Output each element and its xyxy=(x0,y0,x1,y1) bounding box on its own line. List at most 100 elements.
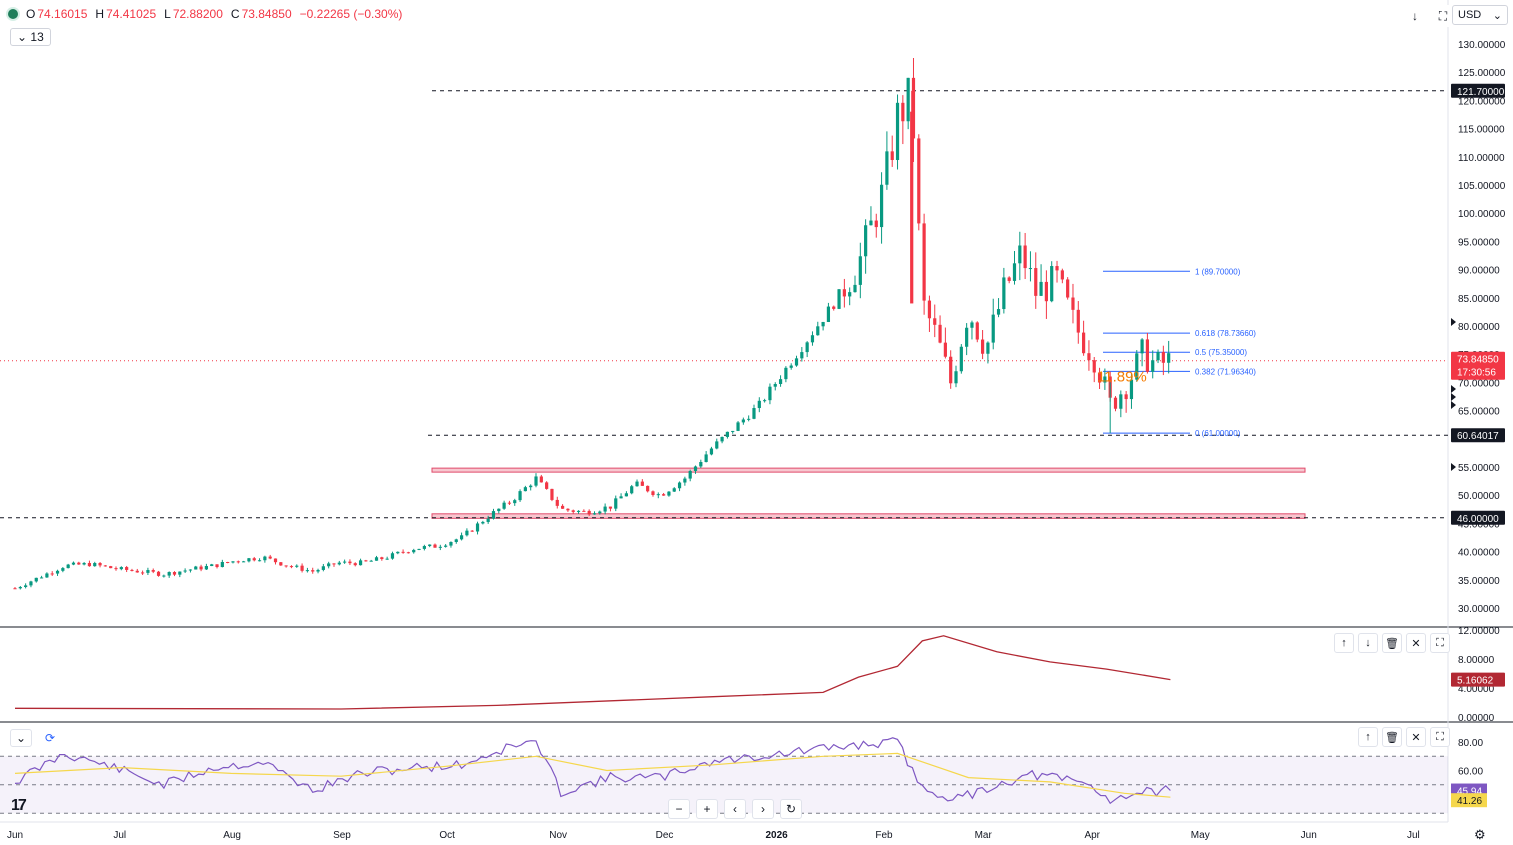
low-label: L xyxy=(164,7,171,21)
candle-body xyxy=(1119,394,1123,409)
maximize-pane-icon[interactable]: ⛶ xyxy=(1430,727,1450,747)
candle-body xyxy=(1034,268,1038,296)
candle-body xyxy=(656,494,660,496)
candle-body xyxy=(1167,353,1171,363)
candle-body xyxy=(890,151,894,161)
axis-marker-icon xyxy=(1451,463,1456,471)
atr-tick-label: 4.00000 xyxy=(1458,684,1495,695)
candle-body xyxy=(885,151,889,185)
candle-body xyxy=(683,478,687,483)
sync-icon[interactable]: ⟳ xyxy=(40,730,60,746)
candle-body xyxy=(651,491,655,496)
atr-pane-controls: ↑ ↓ 🗑 ✕ ⛶ xyxy=(1334,633,1450,653)
countdown-label: 17:30:56 xyxy=(1457,368,1496,379)
trash-icon[interactable]: 🗑 xyxy=(1382,727,1402,747)
candle-body xyxy=(1145,339,1150,372)
move-up-icon[interactable]: ↑ xyxy=(1334,633,1354,653)
candle-body xyxy=(858,256,862,285)
axis-marker-icon xyxy=(1451,385,1456,393)
download-icon[interactable]: ↓ xyxy=(1404,5,1426,27)
candle-body xyxy=(757,400,761,409)
indicator-collapse-button[interactable]: ⌄ 13 xyxy=(10,28,51,46)
candle-body xyxy=(582,510,586,512)
candle-body xyxy=(901,102,905,122)
candle-body xyxy=(311,570,315,572)
candle-body xyxy=(103,565,107,567)
atr-tick-label: 12.00000 xyxy=(1458,626,1500,637)
support-zone xyxy=(431,513,1306,519)
candle-body xyxy=(343,561,347,563)
price-tick-label: 50.00000 xyxy=(1458,491,1500,502)
last-price-label: 73.84850 xyxy=(1457,355,1499,366)
collapse-icon[interactable]: ✕ xyxy=(1406,727,1426,747)
rsi-ma-label-box xyxy=(1451,793,1487,808)
candle-body xyxy=(1082,332,1086,354)
settings-gear-icon[interactable]: ⚙ xyxy=(1474,827,1486,842)
candle-body xyxy=(13,588,17,590)
candle-body xyxy=(252,558,256,561)
candle-body xyxy=(449,542,453,546)
candle-body xyxy=(438,546,442,548)
candle-body xyxy=(784,367,788,380)
time-tick-label: Jul xyxy=(1407,830,1420,841)
candle-body xyxy=(215,564,219,568)
candle-body xyxy=(390,553,395,559)
candle-body xyxy=(385,558,389,560)
candle-body xyxy=(1002,277,1006,310)
candle-body xyxy=(433,544,437,548)
candle-body xyxy=(55,570,60,574)
candle-body xyxy=(943,342,947,357)
currency-select[interactable]: USD ⌄ xyxy=(1452,5,1508,25)
price-tick-label: 70.00000 xyxy=(1458,378,1500,389)
zoom-in-icon[interactable]: + xyxy=(696,799,718,819)
price-tick-label: 115.00000 xyxy=(1458,125,1505,136)
collapse-icon[interactable]: ✕ xyxy=(1406,633,1426,653)
candle-body xyxy=(768,386,772,401)
candle-body xyxy=(646,485,650,492)
zoom-out-icon[interactable]: − xyxy=(668,799,690,819)
last-price-box xyxy=(1451,351,1505,380)
scroll-right-icon[interactable]: › xyxy=(752,799,774,819)
reset-icon[interactable]: ↻ xyxy=(780,799,802,819)
price-tick-label: 120.00000 xyxy=(1458,96,1506,107)
candle-body xyxy=(289,566,294,568)
candle-body xyxy=(910,111,914,304)
candle-body xyxy=(598,511,602,514)
candle-body xyxy=(869,220,873,226)
move-up-icon[interactable]: ↑ xyxy=(1358,727,1378,747)
fib-level-label: 0.382 (71.96340) xyxy=(1195,367,1256,376)
price-tick-label: 125.00000 xyxy=(1458,68,1506,79)
candle-body xyxy=(996,309,1001,315)
candle-body xyxy=(1007,277,1011,281)
maximize-pane-icon[interactable]: ⛶ xyxy=(1430,633,1450,653)
candle-body xyxy=(954,371,958,384)
move-down-icon[interactable]: ↓ xyxy=(1358,633,1378,653)
candle-body xyxy=(268,556,272,559)
candle-body xyxy=(242,561,246,563)
time-tick-label: Jul xyxy=(113,830,126,841)
candle-body xyxy=(922,223,926,301)
candle-body xyxy=(98,563,102,566)
support-zone xyxy=(431,467,1306,473)
rsi-ma-value-label: 41.26 xyxy=(1457,796,1482,807)
time-tick-label: Oct xyxy=(439,830,455,841)
candle-body xyxy=(481,521,485,524)
candle-body xyxy=(619,496,623,499)
candle-body xyxy=(848,292,852,297)
candle-body xyxy=(284,565,288,567)
maximize-icon[interactable]: ⛶ xyxy=(1432,5,1454,27)
candle-body xyxy=(603,506,607,512)
candle-body xyxy=(24,585,28,588)
price-tick-label: 35.00000 xyxy=(1458,576,1500,587)
candle-body xyxy=(662,494,666,496)
trash-icon[interactable]: 🗑 xyxy=(1382,633,1402,653)
time-tick-label: May xyxy=(1191,830,1210,841)
time-tick-label: 2026 xyxy=(765,830,788,841)
candle-body xyxy=(497,508,501,512)
chart-navigation: − + ‹ › ↻ xyxy=(668,799,802,819)
rsi-legend: ⌄ ⟳ xyxy=(10,729,60,747)
scroll-left-icon[interactable]: ‹ xyxy=(724,799,746,819)
chevron-down-icon[interactable]: ⌄ xyxy=(10,729,32,747)
axis-marker-icon xyxy=(1451,393,1456,401)
